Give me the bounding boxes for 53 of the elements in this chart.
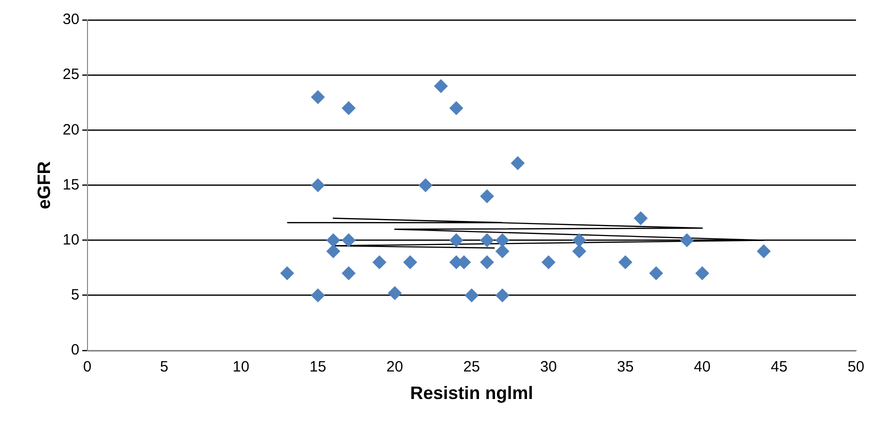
point [342,233,356,248]
point [326,244,340,258]
x-tick-label: 30 [540,358,557,376]
x-axis-title: Resistin nglml [410,383,534,404]
point [310,90,325,104]
point [388,286,402,300]
point [310,178,325,192]
x-tick-label: 45 [770,358,788,376]
point [342,101,356,116]
point [326,233,340,248]
x-tick-label: 40 [694,358,711,376]
x-tick-label: 15 [310,358,326,376]
point [280,266,294,280]
y-tick-label: 30 [62,11,80,28]
point [618,255,632,270]
point [495,244,510,258]
point [572,244,586,258]
y-tick-label: 25 [62,66,80,84]
point [434,79,448,94]
point [449,101,464,116]
point [495,288,510,302]
point [542,255,556,270]
point [572,233,586,248]
x-tick-label: 25 [463,358,480,376]
point [464,288,479,302]
point [480,189,494,204]
y-tick-label: 15 [62,176,80,194]
x-tick-label: 10 [232,358,250,376]
y-tick-label: 5 [70,286,80,304]
point [649,266,664,280]
point [310,288,325,302]
point [480,233,494,248]
point [680,233,694,248]
x-tick-label: 0 [83,358,92,376]
x-tick-label: 20 [386,358,404,376]
y-tick-label: 20 [62,121,80,138]
x-tick-label: 5 [160,358,168,376]
point [756,244,771,258]
point [342,266,356,280]
point [403,255,418,270]
point [510,156,525,170]
y-tick-label: 0 [70,342,80,359]
y-tick-label: 10 [62,231,80,248]
point [480,255,494,270]
point [449,233,464,248]
x-tick-label: 50 [848,358,864,376]
point [634,211,648,226]
point [418,178,433,192]
point [372,255,386,270]
point [695,266,710,280]
point [495,233,510,248]
y-axis-title: eGFR [34,161,54,210]
x-tick-label: 35 [617,358,634,376]
